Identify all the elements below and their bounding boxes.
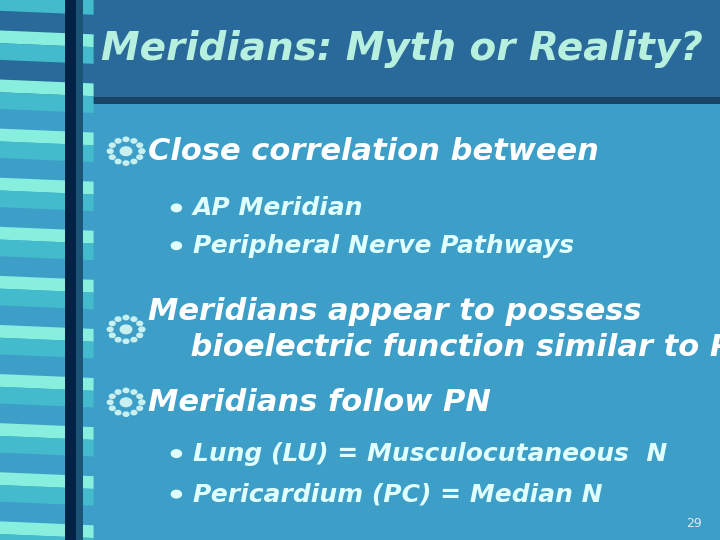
Circle shape [109, 155, 115, 159]
Circle shape [131, 410, 137, 415]
Polygon shape [0, 129, 94, 145]
Text: Close correlation between: Close correlation between [148, 137, 598, 166]
Circle shape [131, 317, 137, 321]
Circle shape [171, 450, 181, 457]
Circle shape [171, 490, 181, 498]
Polygon shape [0, 240, 94, 260]
Circle shape [171, 242, 181, 249]
Polygon shape [0, 374, 94, 391]
Polygon shape [0, 423, 94, 440]
Text: Peripheral Nerve Pathways: Peripheral Nerve Pathways [193, 234, 574, 258]
Circle shape [107, 400, 113, 404]
Circle shape [131, 139, 137, 143]
Circle shape [123, 412, 129, 416]
Text: Meridians: Myth or Reality?: Meridians: Myth or Reality? [101, 30, 703, 68]
Polygon shape [0, 534, 94, 540]
Circle shape [137, 394, 143, 399]
Polygon shape [0, 92, 94, 113]
Circle shape [139, 149, 145, 153]
Circle shape [115, 139, 121, 143]
Polygon shape [0, 436, 94, 456]
Polygon shape [0, 485, 94, 505]
Text: AP Meridian: AP Meridian [193, 196, 364, 220]
Circle shape [109, 394, 115, 399]
Circle shape [123, 339, 129, 343]
Circle shape [123, 137, 129, 141]
Circle shape [109, 406, 115, 410]
Circle shape [107, 149, 113, 153]
Bar [76, 0, 83, 540]
Circle shape [120, 398, 132, 407]
Text: Lung (LU) = Musculocutaneous  N: Lung (LU) = Musculocutaneous N [193, 442, 667, 465]
Polygon shape [0, 325, 94, 342]
Circle shape [115, 410, 121, 415]
Circle shape [137, 321, 143, 326]
Circle shape [139, 400, 145, 404]
Polygon shape [0, 338, 94, 359]
Circle shape [137, 333, 143, 338]
Text: Pericardium (PC) = Median N: Pericardium (PC) = Median N [193, 482, 603, 506]
Circle shape [109, 143, 115, 147]
Polygon shape [0, 30, 94, 47]
Polygon shape [0, 141, 94, 162]
Circle shape [120, 147, 132, 156]
Text: 29: 29 [686, 517, 702, 530]
Polygon shape [0, 191, 94, 211]
Circle shape [139, 327, 145, 332]
Circle shape [123, 388, 129, 393]
Polygon shape [0, 227, 94, 244]
Circle shape [131, 390, 137, 394]
Polygon shape [0, 521, 94, 538]
Circle shape [139, 327, 145, 332]
Bar [0, 97, 720, 104]
Circle shape [123, 161, 129, 165]
Circle shape [131, 338, 137, 342]
Text: Meridians appear to possess
    bioelectric function similar to PN: Meridians appear to possess bioelectric … [148, 297, 720, 362]
Circle shape [137, 143, 143, 147]
Bar [65, 0, 76, 540]
Polygon shape [0, 43, 94, 64]
Circle shape [115, 390, 121, 394]
Text: Meridians follow PN: Meridians follow PN [148, 388, 490, 417]
Circle shape [137, 155, 143, 159]
Polygon shape [0, 472, 94, 489]
Polygon shape [0, 387, 94, 408]
Circle shape [139, 400, 145, 404]
Circle shape [120, 325, 132, 334]
Circle shape [123, 315, 129, 320]
Polygon shape [0, 79, 94, 96]
Bar [0, 0, 720, 97]
Circle shape [107, 327, 113, 332]
Circle shape [115, 159, 121, 164]
Circle shape [115, 317, 121, 321]
Polygon shape [0, 178, 94, 194]
Circle shape [139, 149, 145, 153]
Circle shape [137, 406, 143, 410]
Circle shape [109, 333, 115, 338]
Circle shape [171, 204, 181, 212]
Circle shape [131, 159, 137, 164]
Polygon shape [0, 289, 94, 309]
Circle shape [115, 338, 121, 342]
Circle shape [109, 321, 115, 326]
Polygon shape [0, 276, 94, 293]
Polygon shape [0, 0, 94, 15]
